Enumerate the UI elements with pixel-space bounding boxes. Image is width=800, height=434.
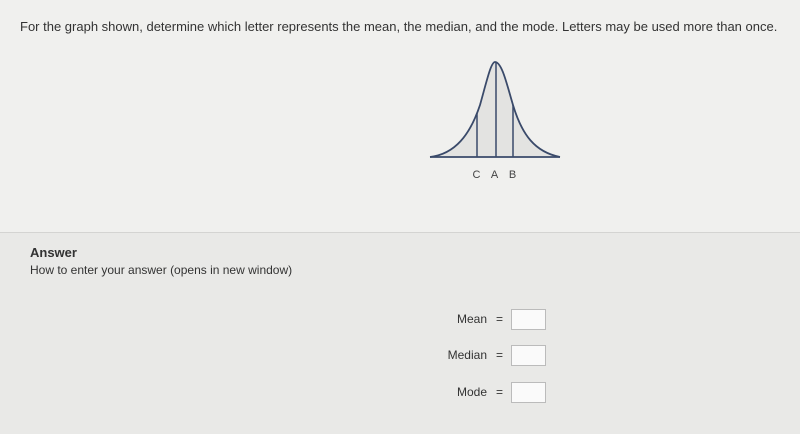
equals-sign: =: [496, 312, 504, 326]
field-label: Median: [447, 348, 487, 362]
question-text: For the graph shown, determine which let…: [20, 19, 778, 34]
graph-label: B: [509, 169, 517, 181]
answer-input[interactable]: [511, 309, 546, 330]
answer-row: Median =: [400, 345, 560, 367]
graph-label: C: [473, 169, 482, 181]
question-panel: For the graph shown, determine which let…: [0, 19, 800, 233]
curve: [429, 61, 561, 158]
answer-input[interactable]: [511, 382, 546, 403]
graph-label: A: [491, 169, 499, 181]
help-link[interactable]: How to enter your answer (opens in new w…: [30, 263, 293, 277]
distribution-graph: C A B: [429, 61, 561, 181]
answer-row: Mode =: [400, 382, 560, 404]
answer-heading: Answer: [30, 245, 77, 260]
equals-sign: =: [496, 348, 504, 362]
field-label: Mode: [456, 385, 487, 399]
field-label: Mean: [456, 312, 487, 326]
answer-row: Mean =: [400, 309, 560, 331]
answer-input[interactable]: [511, 345, 546, 366]
curve-fill: [430, 62, 560, 157]
equals-sign: =: [496, 385, 504, 399]
